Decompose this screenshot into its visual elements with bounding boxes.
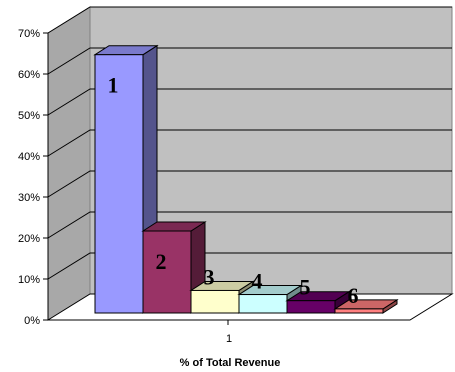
- gridline: [47, 252, 452, 280]
- bars: 1 2 3 4 5 6: [93, 44, 399, 314]
- gridline: [47, 170, 452, 198]
- gridlines: [47, 6, 452, 280]
- bar-front: [286, 300, 336, 314]
- y-tick-label: 60%: [18, 69, 40, 81]
- bar-front: [238, 294, 288, 314]
- gridline: [47, 211, 452, 239]
- bar-front: [142, 230, 192, 314]
- x-axis-label: % of Total Revenue: [180, 357, 281, 369]
- data-label: 4: [252, 269, 263, 294]
- y-tick-label: 0%: [24, 315, 40, 327]
- y-tick-label: 10%: [18, 274, 40, 286]
- x-category-label: 1: [226, 333, 232, 345]
- gridline: [47, 129, 452, 157]
- data-label: 1: [108, 73, 119, 98]
- bar-1: 1: [93, 44, 159, 314]
- bar-6: 6: [333, 283, 399, 314]
- y-tick-label: 20%: [18, 233, 40, 245]
- data-label: 5: [300, 275, 311, 300]
- bar-front: [190, 289, 240, 314]
- gridline: [47, 6, 452, 34]
- data-label: 2: [156, 249, 167, 274]
- y-tick-label: 50%: [18, 110, 40, 122]
- gridline: [47, 88, 452, 116]
- y-tick-label: 70%: [18, 28, 40, 40]
- bar-front: [94, 54, 144, 314]
- y-axis-ticks: 0% 10% 20% 30% 40% 50% 60% 70%: [18, 28, 229, 327]
- y-tick-label: 40%: [18, 151, 40, 163]
- bar-front: [334, 308, 384, 314]
- side-wall: [47, 6, 91, 321]
- data-label: 3: [204, 264, 215, 289]
- y-tick-label: 30%: [18, 192, 40, 204]
- gridline: [47, 47, 452, 75]
- data-label: 6: [348, 283, 359, 308]
